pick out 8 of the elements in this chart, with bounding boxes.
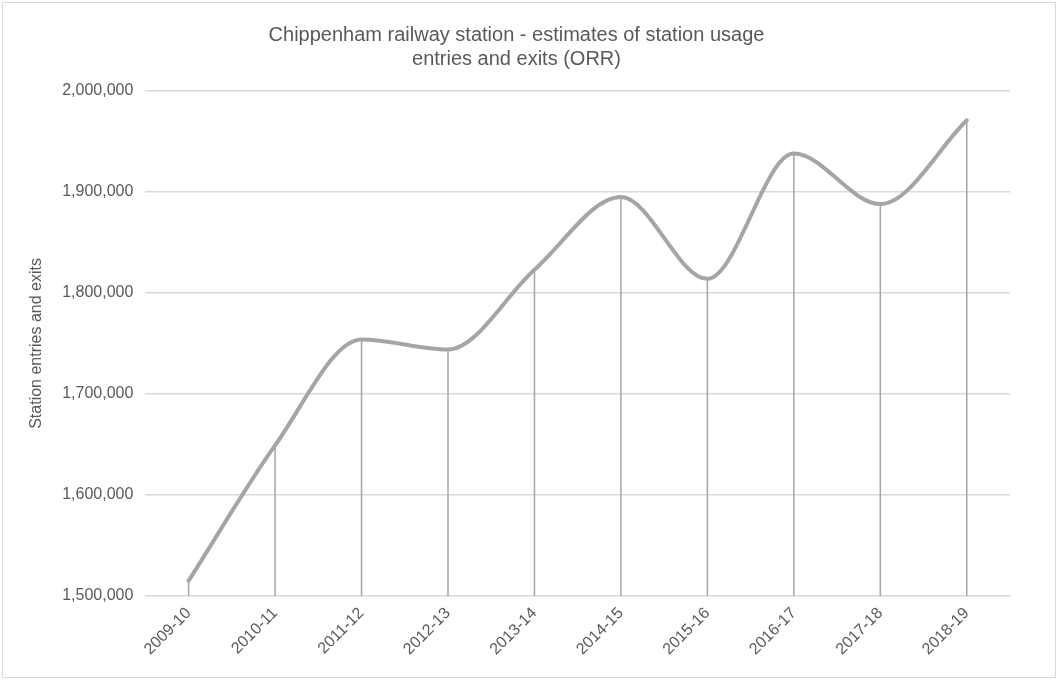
y-tick-label: 2,000,000 (62, 81, 134, 99)
y-axis-title: Station entries and exits (27, 258, 45, 429)
chart-title: Chippenham railway station - estimates of station usage entries and exits (ORR) (268, 22, 765, 69)
y-tick-label: 1,700,000 (62, 384, 134, 402)
y-tick-label: 1,900,000 (62, 182, 134, 200)
y-tick-label: 1,800,000 (62, 283, 134, 301)
y-tick-label: 1,500,000 (62, 586, 134, 604)
y-tick-label: 1,600,000 (62, 485, 134, 503)
